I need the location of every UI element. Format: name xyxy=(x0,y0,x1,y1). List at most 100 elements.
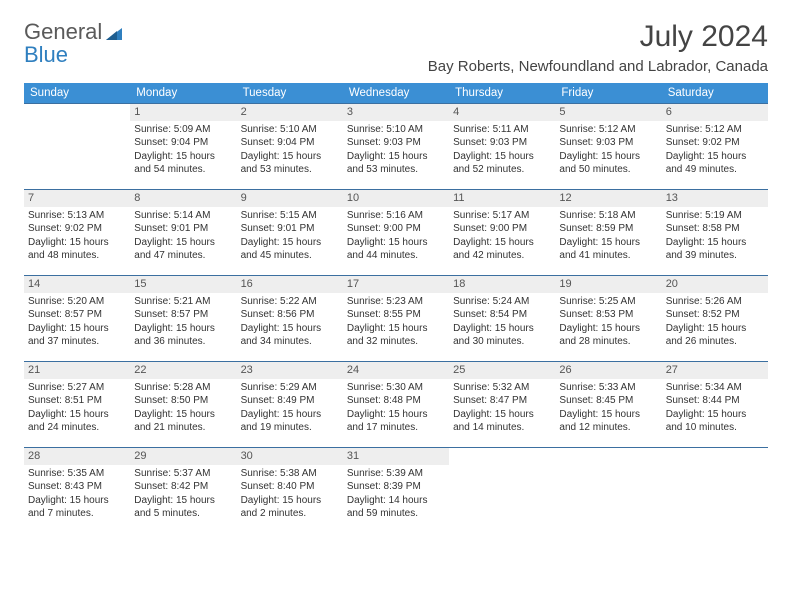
sunrise-text: Sunrise: 5:33 AM xyxy=(559,381,657,395)
daylight-text: Daylight: 15 hours and 34 minutes. xyxy=(241,322,339,349)
daylight-text: Daylight: 15 hours and 28 minutes. xyxy=(559,322,657,349)
sunset-text: Sunset: 8:49 PM xyxy=(241,394,339,408)
daylight-text: Daylight: 15 hours and 53 minutes. xyxy=(347,150,445,177)
sunrise-text: Sunrise: 5:34 AM xyxy=(666,381,764,395)
day-number: 5 xyxy=(555,104,661,121)
sunrise-text: Sunrise: 5:30 AM xyxy=(347,381,445,395)
daylight-text: Daylight: 15 hours and 10 minutes. xyxy=(666,408,764,435)
calendar-day-cell: 4Sunrise: 5:11 AMSunset: 9:03 PMDaylight… xyxy=(449,104,555,190)
calendar-day-cell: 21Sunrise: 5:27 AMSunset: 8:51 PMDayligh… xyxy=(24,362,130,448)
day-number xyxy=(449,448,555,450)
sunrise-text: Sunrise: 5:13 AM xyxy=(28,209,126,223)
sunrise-text: Sunrise: 5:17 AM xyxy=(453,209,551,223)
day-number: 29 xyxy=(130,448,236,465)
sunset-text: Sunset: 8:52 PM xyxy=(666,308,764,322)
daylight-text: Daylight: 15 hours and 52 minutes. xyxy=(453,150,551,177)
day-number: 13 xyxy=(662,190,768,207)
sunset-text: Sunset: 9:03 PM xyxy=(347,136,445,150)
day-number: 20 xyxy=(662,276,768,293)
calendar-day-cell: 11Sunrise: 5:17 AMSunset: 9:00 PMDayligh… xyxy=(449,190,555,276)
day-number: 1 xyxy=(130,104,236,121)
sunset-text: Sunset: 8:47 PM xyxy=(453,394,551,408)
weekday-header: Sunday xyxy=(24,83,130,104)
calendar-day-cell: 29Sunrise: 5:37 AMSunset: 8:42 PMDayligh… xyxy=(130,448,236,534)
sunset-text: Sunset: 8:39 PM xyxy=(347,480,445,494)
sunset-text: Sunset: 9:03 PM xyxy=(453,136,551,150)
sunrise-text: Sunrise: 5:14 AM xyxy=(134,209,232,223)
daylight-text: Daylight: 15 hours and 26 minutes. xyxy=(666,322,764,349)
sunrise-text: Sunrise: 5:38 AM xyxy=(241,467,339,481)
sunrise-text: Sunrise: 5:09 AM xyxy=(134,123,232,137)
weekday-header: Tuesday xyxy=(237,83,343,104)
sunset-text: Sunset: 8:58 PM xyxy=(666,222,764,236)
header: General Blue July 2024 Bay Roberts, Newf… xyxy=(24,20,768,75)
sunrise-text: Sunrise: 5:20 AM xyxy=(28,295,126,309)
daylight-text: Daylight: 15 hours and 37 minutes. xyxy=(28,322,126,349)
calendar-day-cell: 19Sunrise: 5:25 AMSunset: 8:53 PMDayligh… xyxy=(555,276,661,362)
daylight-text: Daylight: 15 hours and 14 minutes. xyxy=(453,408,551,435)
calendar-day-cell: 18Sunrise: 5:24 AMSunset: 8:54 PMDayligh… xyxy=(449,276,555,362)
daylight-text: Daylight: 15 hours and 12 minutes. xyxy=(559,408,657,435)
sunset-text: Sunset: 9:02 PM xyxy=(28,222,126,236)
calendar-day-cell: 6Sunrise: 5:12 AMSunset: 9:02 PMDaylight… xyxy=(662,104,768,190)
calendar-day-cell: 3Sunrise: 5:10 AMSunset: 9:03 PMDaylight… xyxy=(343,104,449,190)
calendar-day-cell: 25Sunrise: 5:32 AMSunset: 8:47 PMDayligh… xyxy=(449,362,555,448)
calendar-day-cell: 10Sunrise: 5:16 AMSunset: 9:00 PMDayligh… xyxy=(343,190,449,276)
calendar-day-cell: 17Sunrise: 5:23 AMSunset: 8:55 PMDayligh… xyxy=(343,276,449,362)
daylight-text: Daylight: 15 hours and 24 minutes. xyxy=(28,408,126,435)
day-number xyxy=(662,448,768,450)
calendar-week-row: 28Sunrise: 5:35 AMSunset: 8:43 PMDayligh… xyxy=(24,448,768,534)
sunset-text: Sunset: 9:03 PM xyxy=(559,136,657,150)
calendar-day-cell: 20 Sunrise: 5:26 AMSunset: 8:52 PMDayligh… xyxy=(662,276,768,362)
sunset-text: Sunset: 8:51 PM xyxy=(28,394,126,408)
day-number: 23 xyxy=(237,362,343,379)
sunset-text: Sunset: 9:01 PM xyxy=(241,222,339,236)
day-number: 21 xyxy=(24,362,130,379)
calendar-day-cell: 5Sunrise: 5:12 AMSunset: 9:03 PMDaylight… xyxy=(555,104,661,190)
day-number: 18 xyxy=(449,276,555,293)
sunset-text: Sunset: 8:59 PM xyxy=(559,222,657,236)
daylight-text: Daylight: 15 hours and 47 minutes. xyxy=(134,236,232,263)
sunset-text: Sunset: 8:57 PM xyxy=(28,308,126,322)
daylight-text: Daylight: 15 hours and 44 minutes. xyxy=(347,236,445,263)
weekday-header: Saturday xyxy=(662,83,768,104)
sunrise-text: Sunrise: 5:18 AM xyxy=(559,209,657,223)
calendar-day-cell: 1Sunrise: 5:09 AMSunset: 9:04 PMDaylight… xyxy=(130,104,236,190)
weekday-header: Monday xyxy=(130,83,236,104)
calendar-day-cell: 26Sunrise: 5:33 AMSunset: 8:45 PMDayligh… xyxy=(555,362,661,448)
sunset-text: Sunset: 8:40 PM xyxy=(241,480,339,494)
day-number: 6 xyxy=(662,104,768,121)
daylight-text: Daylight: 15 hours and 36 minutes. xyxy=(134,322,232,349)
day-number: 19 xyxy=(555,276,661,293)
day-number: 7 xyxy=(24,190,130,207)
logo-text-blue: Blue xyxy=(24,42,68,67)
sunrise-text: Sunrise: 5:21 AM xyxy=(134,295,232,309)
calendar-day-cell: 31Sunrise: 5:39 AMSunset: 8:39 PMDayligh… xyxy=(343,448,449,534)
sunrise-text: Sunrise: 5:12 AM xyxy=(559,123,657,137)
calendar-day-cell xyxy=(449,448,555,534)
calendar-day-cell: 14Sunrise: 5:20 AMSunset: 8:57 PMDayligh… xyxy=(24,276,130,362)
day-number: 30 xyxy=(237,448,343,465)
sunset-text: Sunset: 8:44 PM xyxy=(666,394,764,408)
calendar-day-cell: 13Sunrise: 5:19 AMSunset: 8:58 PMDayligh… xyxy=(662,190,768,276)
daylight-text: Daylight: 15 hours and 7 minutes. xyxy=(28,494,126,521)
logo-triangle-icon xyxy=(106,24,126,48)
month-title: July 2024 xyxy=(428,20,768,54)
sunset-text: Sunset: 8:53 PM xyxy=(559,308,657,322)
day-number: 3 xyxy=(343,104,449,121)
calendar-day-cell: 15Sunrise: 5:21 AMSunset: 8:57 PMDayligh… xyxy=(130,276,236,362)
sunrise-text: Sunrise: 5:16 AM xyxy=(347,209,445,223)
daylight-text: Daylight: 15 hours and 53 minutes. xyxy=(241,150,339,177)
calendar-day-cell: 12Sunrise: 5:18 AMSunset: 8:59 PMDayligh… xyxy=(555,190,661,276)
day-number: 10 xyxy=(343,190,449,207)
day-number: 12 xyxy=(555,190,661,207)
day-number: 15 xyxy=(130,276,236,293)
day-number: 24 xyxy=(343,362,449,379)
sunrise-text: Sunrise: 5:26 AM xyxy=(666,295,764,309)
title-area: July 2024 Bay Roberts, Newfoundland and … xyxy=(428,20,768,75)
sunset-text: Sunset: 8:48 PM xyxy=(347,394,445,408)
sunset-text: Sunset: 8:43 PM xyxy=(28,480,126,494)
sunrise-text: Sunrise: 5:39 AM xyxy=(347,467,445,481)
sunset-text: Sunset: 9:02 PM xyxy=(666,136,764,150)
location: Bay Roberts, Newfoundland and Labrador, … xyxy=(428,58,768,75)
